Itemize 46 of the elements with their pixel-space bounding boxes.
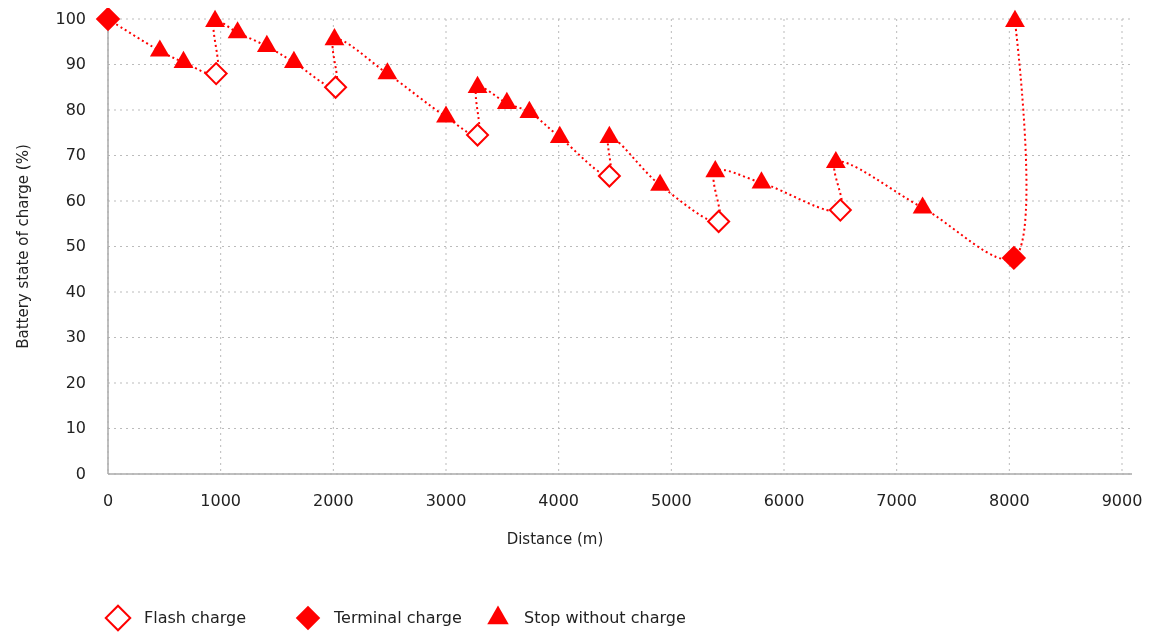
y-tick-label: 60 [65, 190, 86, 210]
x-tick-label: 4000 [538, 491, 580, 510]
point [377, 62, 398, 80]
point [436, 105, 456, 123]
point [599, 125, 620, 144]
y-tick-label: 100 [55, 8, 86, 28]
x-axis-title: Distance (m) [506, 530, 604, 548]
point [227, 21, 248, 39]
x-tick-label: 7000 [876, 491, 918, 510]
y-tick-label: 40 [65, 281, 86, 301]
point [825, 150, 846, 169]
legend-label: Terminal charge [333, 607, 462, 627]
x-tick-label: 3000 [425, 491, 467, 510]
y-tick-label: 70 [65, 145, 86, 164]
y-tick-label: 80 [65, 99, 86, 119]
point [650, 173, 670, 191]
point [496, 91, 517, 109]
point [751, 171, 772, 189]
point [283, 50, 304, 68]
point [705, 159, 726, 178]
point [549, 125, 570, 144]
point [1005, 9, 1025, 27]
point [173, 50, 194, 68]
y-axis-title: Battery state of charge (%) [14, 144, 32, 349]
x-tick-label: 6000 [763, 491, 805, 510]
y-tick-label: 0 [75, 463, 86, 483]
point [324, 28, 345, 46]
point [256, 34, 277, 53]
x-tick-label: 9000 [1101, 491, 1143, 510]
x-tick-label: 0 [102, 491, 114, 510]
point [519, 100, 540, 118]
point [205, 9, 225, 27]
y-tick-label: 10 [65, 418, 86, 437]
point [467, 75, 488, 93]
y-tick-label: 30 [65, 327, 86, 346]
y-tick-label: 20 [65, 372, 86, 392]
x-tick-label: 5000 [650, 491, 692, 510]
y-tick-label: 90 [65, 54, 86, 73]
x-tick-label: 8000 [988, 491, 1030, 510]
y-tick-label: 50 [65, 236, 86, 255]
point [149, 39, 170, 57]
legend-label: Stop without charge [524, 607, 686, 627]
x-tick-label: 1000 [200, 491, 242, 510]
legend-label: Flash charge [144, 607, 247, 627]
x-tick-label: 2000 [312, 491, 354, 510]
point [912, 196, 933, 214]
